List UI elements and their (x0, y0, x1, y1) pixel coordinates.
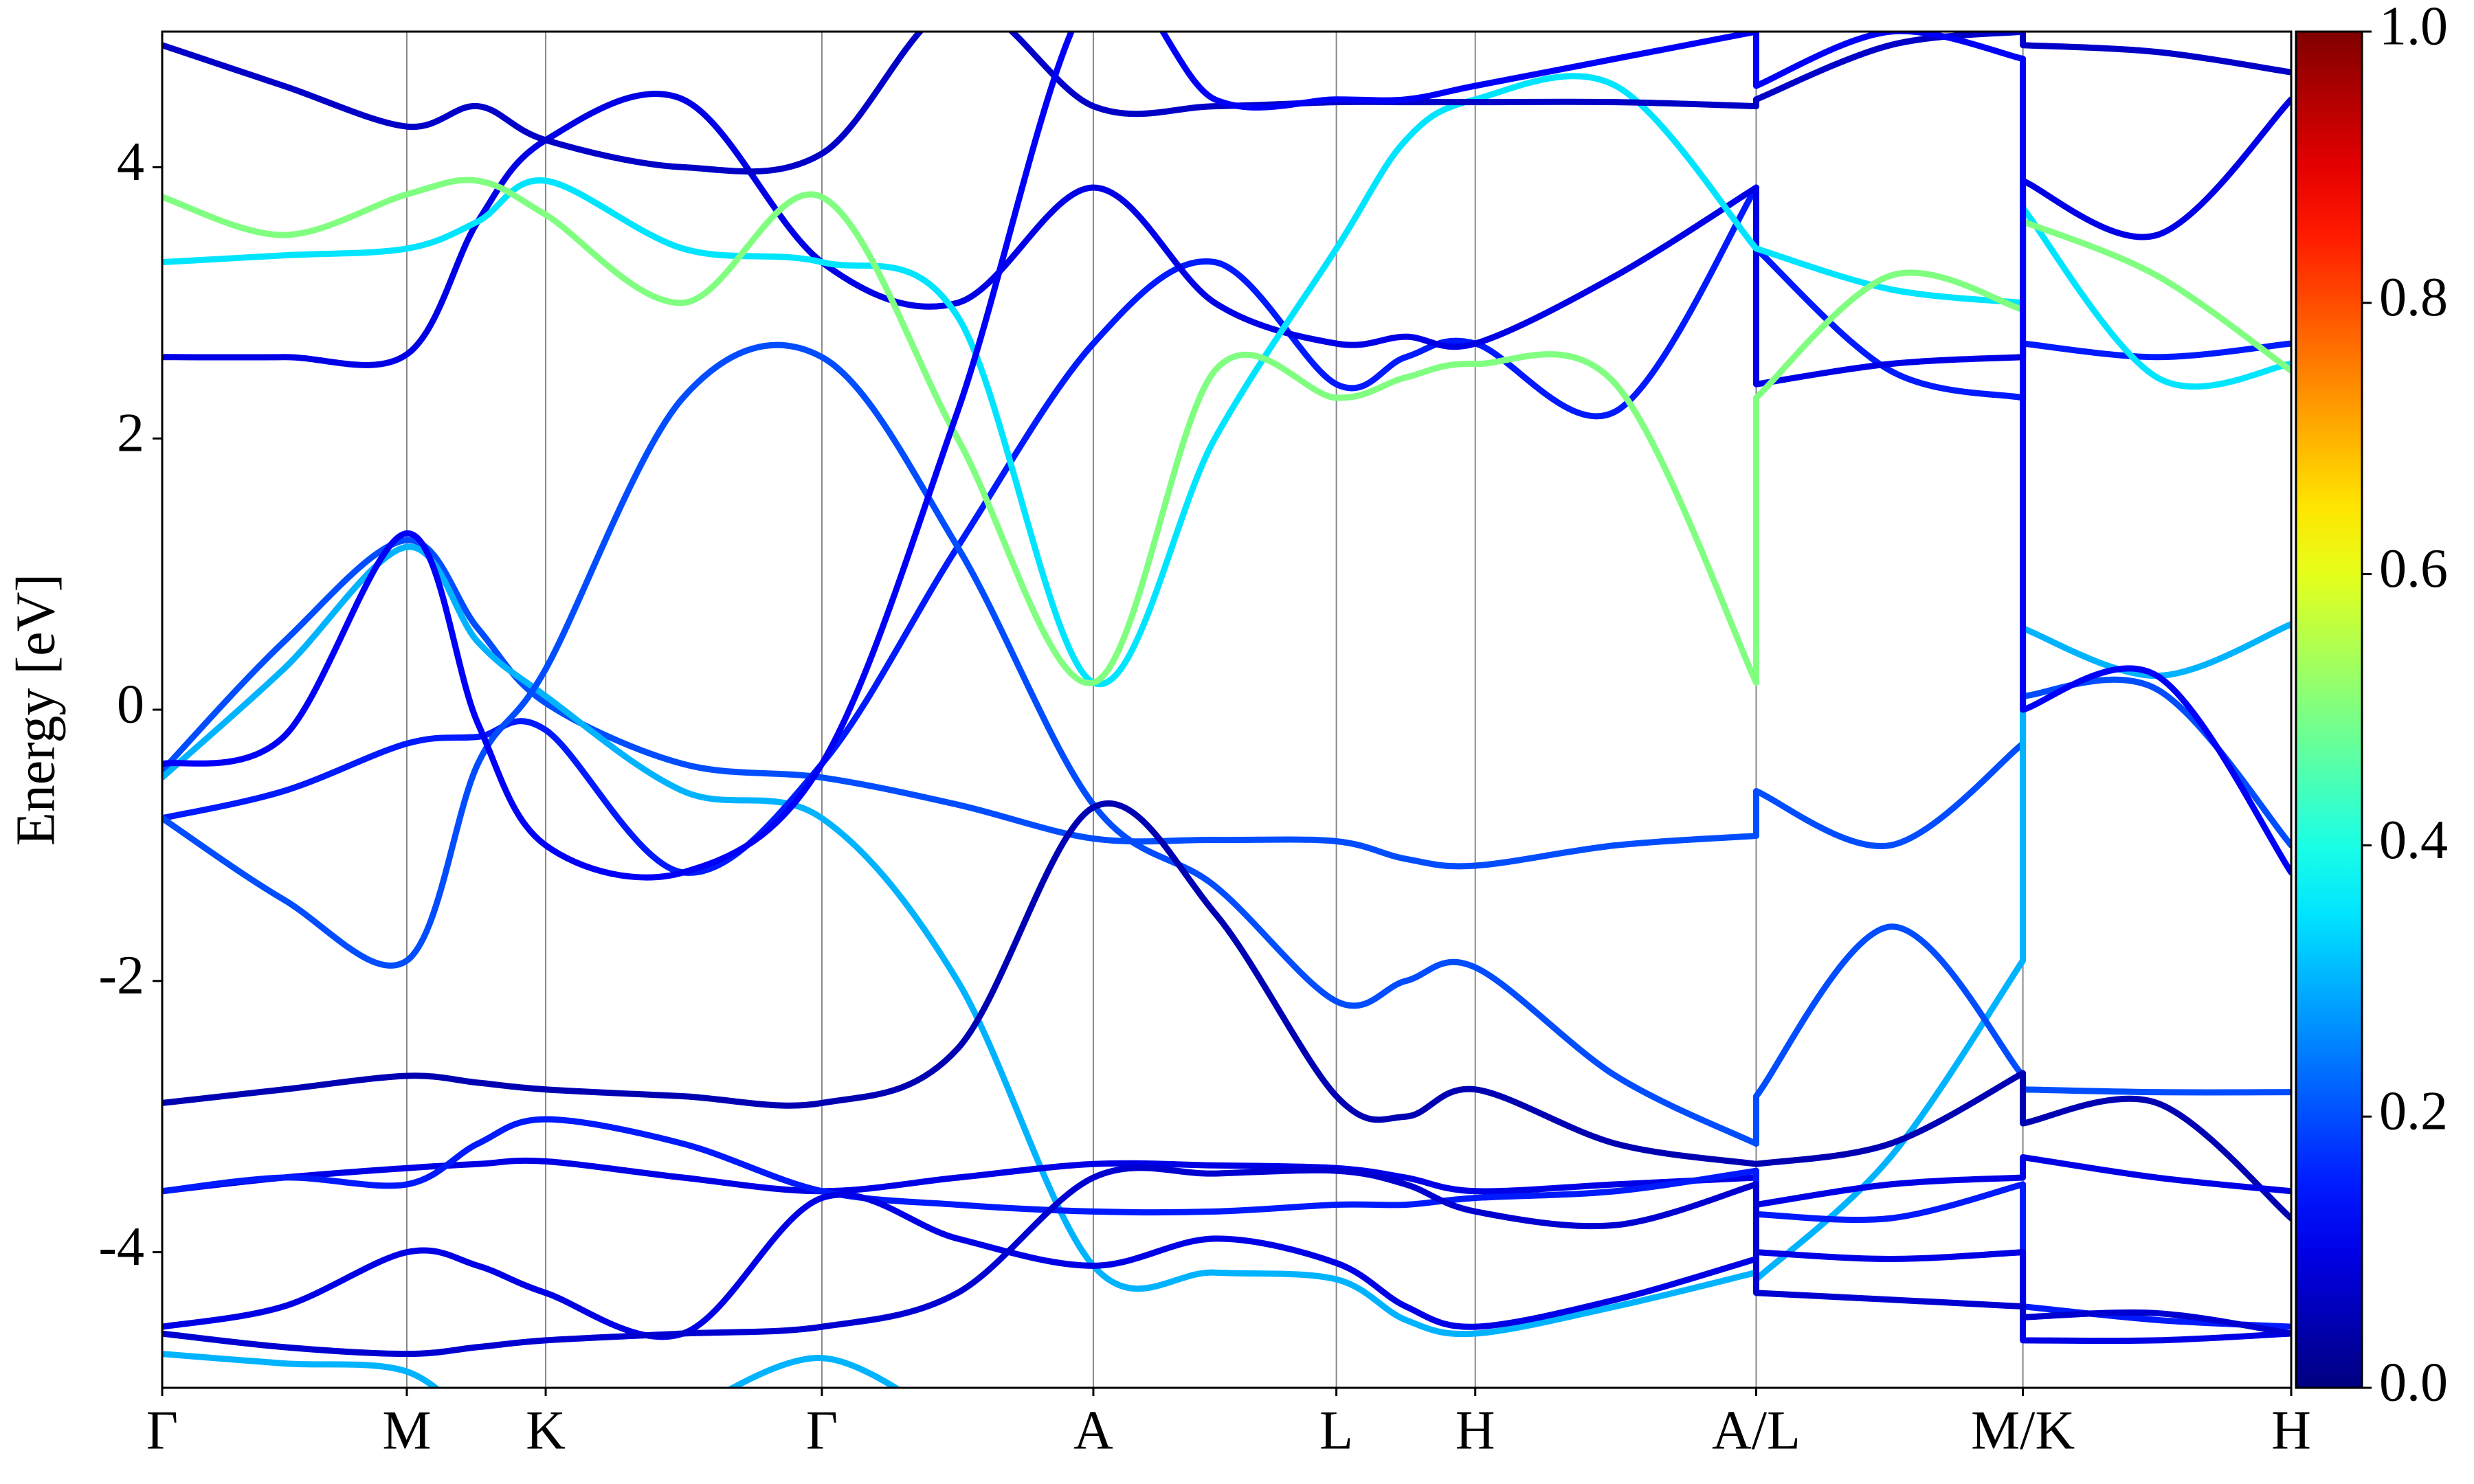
x-tick-label: H (2271, 1400, 2311, 1461)
band-line (162, 32, 2291, 881)
band-line (162, 184, 2291, 876)
x-tick-label: Γ (146, 1400, 178, 1461)
band-line (162, 32, 2291, 175)
band-line (162, 1154, 2291, 1208)
x-tick-label: H (1456, 1400, 1495, 1461)
colorbar (2295, 30, 2363, 1389)
y-tick-label: 4 (117, 132, 144, 192)
x-tick-label: K (526, 1400, 566, 1461)
colorbar-tick-label: 0.0 (2379, 1352, 2448, 1413)
colorbar-tick-label: 0.8 (2379, 267, 2448, 328)
band-line (162, 1351, 902, 1388)
band-line (162, 1191, 2291, 1345)
colorbar-tick-label: 0.6 (2379, 539, 2448, 599)
y-axis-label: Energy [eV] (5, 574, 66, 846)
x-tick-label: L (1319, 1400, 1353, 1461)
x-tick-label: M/K (1971, 1400, 2075, 1461)
x-tick-label: Γ (806, 1400, 838, 1461)
band-line (162, 543, 2291, 1338)
colorbar-tick-label: 0.2 (2379, 1081, 2448, 1142)
x-tick-label: A (1073, 1400, 1113, 1461)
band-line (162, 800, 2291, 1222)
band-line (162, 341, 2291, 1147)
plot-frame (161, 30, 2293, 1389)
band-line (162, 73, 2291, 688)
band-line (162, 91, 2291, 387)
y-tick-label: -2 (98, 945, 144, 1006)
colorbar-tick-label: 1.0 (2379, 0, 2448, 56)
colorbar-tick-label: 0.4 (2379, 810, 2448, 870)
y-tick-label: 0 (117, 674, 144, 734)
x-tick-label: M (382, 1400, 431, 1461)
y-tick-label: 2 (117, 403, 144, 464)
y-tick-label: -4 (98, 1217, 144, 1277)
band-line (162, 1165, 2291, 1358)
band-line (162, 537, 2291, 870)
x-tick-label: A/L (1712, 1400, 1801, 1461)
band-line (162, 177, 2291, 686)
band-line (162, 1116, 2291, 1330)
